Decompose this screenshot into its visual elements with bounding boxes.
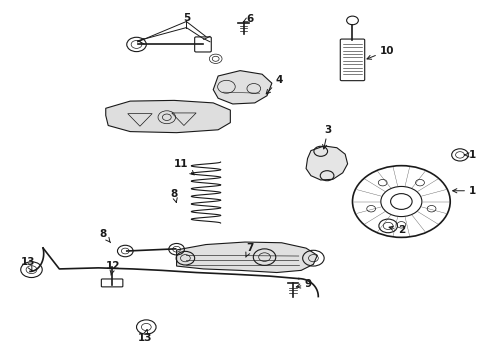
Text: 12: 12 [106,261,121,275]
Polygon shape [106,100,230,133]
Text: 10: 10 [367,46,394,59]
Text: 9: 9 [296,279,312,289]
Text: 13: 13 [138,330,152,343]
Text: 11: 11 [174,159,194,175]
Text: 1: 1 [465,150,476,160]
Polygon shape [176,242,318,273]
Text: 5: 5 [183,13,190,23]
Text: 4: 4 [266,75,283,94]
Polygon shape [306,146,347,180]
Text: 2: 2 [389,225,405,235]
Text: 7: 7 [246,243,253,257]
Polygon shape [213,71,272,104]
Text: 8: 8 [171,189,178,202]
Text: 13: 13 [20,257,35,271]
Text: 8: 8 [99,229,111,243]
Text: 6: 6 [243,14,253,24]
Text: 3: 3 [322,125,332,149]
Text: 1: 1 [453,186,476,196]
